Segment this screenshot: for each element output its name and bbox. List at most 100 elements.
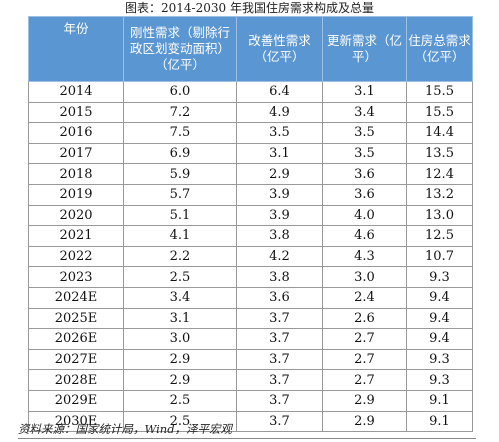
cell-total-demand: 12.5 <box>406 225 473 247</box>
cell-year: 2028E <box>28 369 124 391</box>
cell-improvement-demand: 2.9 <box>236 163 323 185</box>
cell-year: 2030E <box>28 410 124 433</box>
cell-total-demand: 9.4 <box>406 286 473 309</box>
cell-renewal-demand: 3.5 <box>322 122 407 144</box>
cell-rigid-demand: 6.0 <box>123 81 237 103</box>
table-row: 2014 6.0 6.4 3.1 15.5 <box>28 81 473 103</box>
cell-rigid-demand: 2.9 <box>123 348 237 371</box>
cell-renewal-demand: 2.7 <box>322 369 407 391</box>
cell-rigid-demand: 7.2 <box>123 101 237 124</box>
cell-rigid-demand: 4.1 <box>123 225 237 247</box>
cell-total-demand: 9.1 <box>406 410 473 433</box>
cell-total-demand: 12.4 <box>406 163 473 185</box>
cell-rigid-demand: 5.7 <box>123 183 237 206</box>
cell-improvement-demand: 3.8 <box>236 266 323 288</box>
table-row: 2020 5.1 3.9 4.0 13.0 <box>28 204 473 227</box>
cell-total-demand: 15.5 <box>406 81 473 103</box>
cell-year: 2026E <box>28 328 124 350</box>
table-row: 2027E 2.9 3.7 2.7 9.3 <box>28 348 473 371</box>
cell-improvement-demand: 3.5 <box>236 122 323 144</box>
cell-improvement-demand: 3.1 <box>236 142 323 165</box>
table-row: 2015 7.2 4.9 3.4 15.5 <box>28 101 473 124</box>
cell-total-demand: 10.7 <box>406 245 473 268</box>
cell-rigid-demand: 2.2 <box>123 245 237 268</box>
table-row: 2024E 3.4 3.6 2.4 9.4 <box>28 286 473 309</box>
cell-rigid-demand: 3.0 <box>123 328 237 350</box>
housing-demand-table-container: 年份 刚性需求（剔除行政区划变动面积）（亿平） 改善性需求（亿平） 更新需求（亿… <box>28 16 473 433</box>
cell-year: 2022 <box>28 245 124 268</box>
cell-improvement-demand: 3.7 <box>236 328 323 350</box>
cell-year: 2014 <box>28 81 124 103</box>
cell-year: 2029E <box>28 389 124 412</box>
cell-rigid-demand: 5.1 <box>123 204 237 227</box>
cell-renewal-demand: 2.9 <box>322 389 407 412</box>
cell-rigid-demand: 5.9 <box>123 163 237 185</box>
table-body: 2014 6.0 6.4 3.1 15.5 2015 7.2 4.9 3.4 15.5 2016 7.… <box>28 81 473 433</box>
header-renewal-demand: 更新需求（亿平） <box>322 16 407 82</box>
cell-renewal-demand: 3.5 <box>322 142 407 165</box>
cell-total-demand: 9.1 <box>406 389 473 412</box>
cell-improvement-demand: 3.7 <box>236 410 323 433</box>
cell-improvement-demand: 3.9 <box>236 183 323 206</box>
source-note: 资料来源：国家统计局，Wind，泽平宏观 <box>18 422 233 436</box>
cell-total-demand: 9.4 <box>406 328 473 350</box>
cell-year: 2025E <box>28 307 124 330</box>
cell-improvement-demand: 3.7 <box>236 348 323 371</box>
table-row: 2028E 2.9 3.7 2.7 9.3 <box>28 369 473 391</box>
table-header-row: 年份 刚性需求（剔除行政区划变动面积）（亿平） 改善性需求（亿平） 更新需求（亿… <box>28 16 473 82</box>
cell-year: 2016 <box>28 122 124 144</box>
cell-renewal-demand: 4.0 <box>322 204 407 227</box>
cell-year: 2027E <box>28 348 124 371</box>
cell-year: 2020 <box>28 204 124 227</box>
cell-renewal-demand: 2.9 <box>322 410 407 433</box>
table-row: 2022 2.2 4.2 4.3 10.7 <box>28 245 473 268</box>
table-row: 2023 2.5 3.8 3.0 9.3 <box>28 266 473 288</box>
table-row: 2026E 3.0 3.7 2.7 9.4 <box>28 328 473 350</box>
cell-total-demand: 13.0 <box>406 204 473 227</box>
cell-year: 2015 <box>28 101 124 124</box>
header-rigid-demand: 刚性需求（剔除行政区划变动面积）（亿平） <box>123 16 237 82</box>
cell-improvement-demand: 3.9 <box>236 204 323 227</box>
cell-improvement-demand: 4.2 <box>236 245 323 268</box>
cell-renewal-demand: 3.1 <box>322 81 407 103</box>
cell-renewal-demand: 3.6 <box>322 163 407 185</box>
cell-rigid-demand: 2.5 <box>123 266 237 288</box>
cell-year: 2021 <box>28 225 124 247</box>
cell-renewal-demand: 2.4 <box>322 286 407 309</box>
cell-rigid-demand: 2.9 <box>123 369 237 391</box>
table-row: 2030E 2.5 3.7 2.9 9.1 <box>28 410 473 433</box>
cell-renewal-demand: 3.4 <box>322 101 407 124</box>
table-caption: 图表：2014-2030 年我国住房需求构成及总量 <box>125 1 374 15</box>
cell-renewal-demand: 2.7 <box>322 348 407 371</box>
cell-year: 2024E <box>28 286 124 309</box>
cell-renewal-demand: 2.7 <box>322 328 407 350</box>
cell-improvement-demand: 3.8 <box>236 225 323 247</box>
cell-year: 2019 <box>28 183 124 206</box>
cell-improvement-demand: 3.6 <box>236 286 323 309</box>
cell-rigid-demand: 6.9 <box>123 142 237 165</box>
table-row: 2018 5.9 2.9 3.6 12.4 <box>28 163 473 185</box>
cell-total-demand: 9.3 <box>406 369 473 391</box>
cell-total-demand: 9.3 <box>406 348 473 371</box>
table-row: 2016 7.5 3.5 3.5 14.4 <box>28 122 473 144</box>
table-row: 2019 5.7 3.9 3.6 13.2 <box>28 183 473 206</box>
cell-total-demand: 9.3 <box>406 266 473 288</box>
cell-renewal-demand: 3.6 <box>322 183 407 206</box>
cell-year: 2023 <box>28 266 124 288</box>
table-row: 2021 4.1 3.8 4.6 12.5 <box>28 225 473 247</box>
table-row: 2017 6.9 3.1 3.5 13.5 <box>28 142 473 165</box>
table-row: 2025E 3.1 3.7 2.6 9.4 <box>28 307 473 330</box>
cell-total-demand: 13.2 <box>406 183 473 206</box>
cell-improvement-demand: 6.4 <box>236 81 323 103</box>
cell-improvement-demand: 4.9 <box>236 101 323 124</box>
cell-rigid-demand: 2.5 <box>123 389 237 412</box>
header-improvement-demand: 改善性需求（亿平） <box>236 16 323 82</box>
table-row: 2029E 2.5 3.7 2.9 9.1 <box>28 389 473 412</box>
cell-total-demand: 14.4 <box>406 122 473 144</box>
cell-rigid-demand: 3.1 <box>123 307 237 330</box>
cell-improvement-demand: 3.7 <box>236 389 323 412</box>
header-total-demand: 住房总需求（亿平） <box>406 16 473 82</box>
cell-year: 2017 <box>28 142 124 165</box>
cell-renewal-demand: 4.3 <box>322 245 407 268</box>
cell-total-demand: 13.5 <box>406 142 473 165</box>
